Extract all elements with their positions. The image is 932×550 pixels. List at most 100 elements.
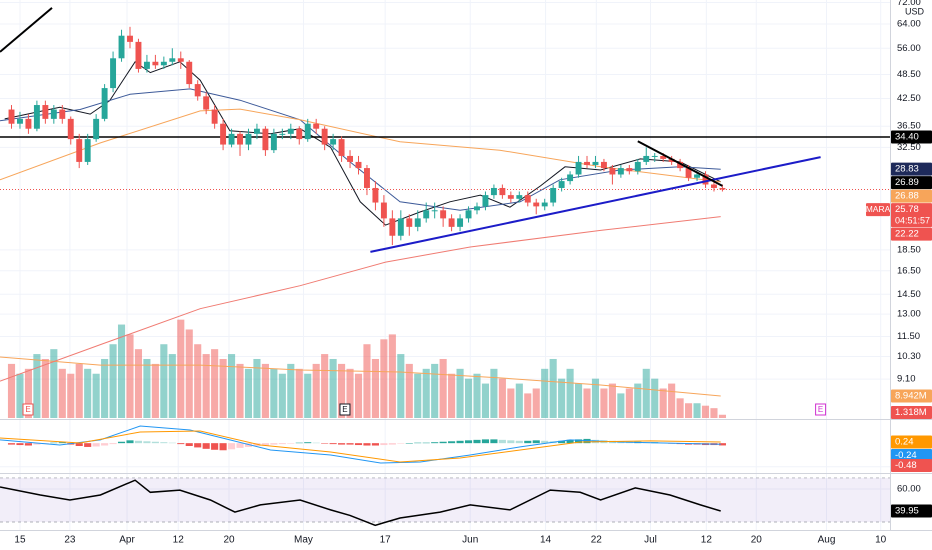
histogram-bar xyxy=(464,440,473,444)
volume-bar xyxy=(524,393,532,418)
x-tick-label: May xyxy=(294,535,313,546)
volume-bar xyxy=(101,358,109,418)
candle-body xyxy=(135,41,142,69)
volume-bar xyxy=(617,393,625,418)
candle-body xyxy=(600,161,607,169)
event-label: E xyxy=(342,405,347,414)
x-tick-label: 12 xyxy=(701,535,713,546)
candle-body xyxy=(465,210,472,219)
trendline xyxy=(0,7,53,53)
y-tick-label: 32.50 xyxy=(897,142,921,153)
volume-bar xyxy=(287,363,295,418)
candle-body xyxy=(719,187,726,190)
volume-bar xyxy=(185,329,193,418)
histogram-bar xyxy=(16,443,24,446)
volume-bar xyxy=(566,368,574,418)
volume-bar xyxy=(642,368,650,418)
event-label: E xyxy=(25,405,30,414)
candle-body xyxy=(457,218,464,227)
event-label: E xyxy=(818,405,823,414)
volume-bar xyxy=(236,363,244,418)
histogram-bar xyxy=(448,441,456,444)
candle-body xyxy=(270,133,277,151)
volume-bar xyxy=(448,373,456,418)
candle-body xyxy=(634,161,641,172)
price-tag-label: 28.83 xyxy=(895,164,919,175)
candle-body xyxy=(110,58,117,89)
volume-bar xyxy=(58,368,66,418)
volume-bar xyxy=(473,373,481,418)
volume-bar xyxy=(600,388,608,418)
price-tag-label: 1.318M xyxy=(895,407,927,418)
x-tick-label: 20 xyxy=(223,535,235,546)
histogram-bar xyxy=(236,443,244,448)
countdown: 04:51:57 xyxy=(895,216,930,226)
currency: USD xyxy=(905,6,925,16)
price-tag-label: 25.78 xyxy=(895,204,919,215)
histogram-bar xyxy=(278,443,286,445)
symbol-tag-label: MARA xyxy=(866,204,891,214)
candle-body xyxy=(33,105,40,129)
histogram-bar xyxy=(7,443,16,445)
histogram-bar xyxy=(338,443,346,445)
histogram-bar xyxy=(304,442,312,444)
x-tick-label: Apr xyxy=(119,535,135,546)
volume-bar xyxy=(354,373,363,418)
y-tick-label: 9.10 xyxy=(897,374,916,385)
candle-body xyxy=(364,168,370,188)
histogram-bar xyxy=(405,443,413,444)
x-tick-label: 10 xyxy=(875,535,887,546)
x-tick-label: Jul xyxy=(644,535,657,546)
event-marker xyxy=(815,403,827,416)
y-tick-label: 56.00 xyxy=(897,43,921,54)
histogram-bar xyxy=(134,440,143,444)
histogram-bar xyxy=(75,443,83,446)
candle-body xyxy=(347,155,354,162)
histogram-bar xyxy=(541,440,549,444)
histogram-bar xyxy=(244,443,253,447)
price-tag xyxy=(891,227,932,241)
volume-bar xyxy=(685,403,693,418)
volume-bar xyxy=(532,388,540,418)
volume-bar xyxy=(490,368,498,418)
volume-bar xyxy=(634,383,642,418)
volume-bar xyxy=(304,373,312,418)
candle-body xyxy=(50,109,57,119)
histogram-bar xyxy=(312,442,320,444)
volume-ma-line xyxy=(0,356,721,397)
volume-bar xyxy=(718,414,726,418)
candle-body xyxy=(423,210,430,219)
price-tag-label: 39.95 xyxy=(895,506,919,517)
price-tag-label: -0.48 xyxy=(895,460,917,471)
candle-body xyxy=(253,128,260,134)
volume-bar xyxy=(194,344,202,418)
volume-bar xyxy=(109,344,117,418)
volume-bar xyxy=(481,383,490,418)
price-tag xyxy=(891,130,932,144)
volume-bar xyxy=(422,368,430,418)
candle-body xyxy=(507,195,514,199)
rsi-band xyxy=(0,477,890,522)
candle-body xyxy=(59,109,66,119)
candle-body xyxy=(567,174,574,182)
y-tick-label: 10.30 xyxy=(897,351,921,362)
candle-body xyxy=(617,168,624,175)
y-tick-label: 64.00 xyxy=(897,18,921,29)
volume-bar xyxy=(329,358,337,418)
volume-bar xyxy=(278,373,286,418)
histogram-bar xyxy=(24,443,32,446)
candle-body xyxy=(711,184,717,188)
volume-bar xyxy=(464,378,473,418)
y-tick-label: 16.50 xyxy=(897,265,921,276)
volume-bar xyxy=(126,334,134,418)
volume-bar xyxy=(41,358,49,418)
candle-body xyxy=(84,139,91,162)
candle-body xyxy=(668,158,675,162)
price-tag xyxy=(891,459,932,472)
y-tick-label: 11.50 xyxy=(897,331,920,342)
histogram-bar xyxy=(126,440,134,444)
candle-body xyxy=(414,218,421,227)
candle-body xyxy=(237,133,243,145)
